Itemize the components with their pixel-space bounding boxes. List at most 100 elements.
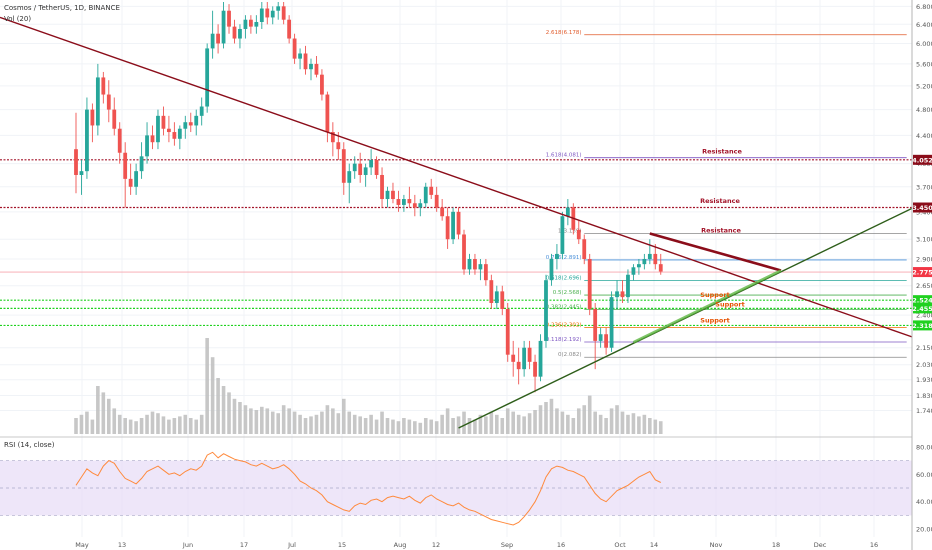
candle-body [516, 361, 521, 370]
candle-body [216, 33, 220, 44]
volume-bar [516, 414, 521, 434]
volume-bar [183, 414, 188, 434]
candle-body [117, 128, 122, 153]
time-tick-label: 14 [650, 541, 658, 549]
candle-body [85, 109, 89, 172]
volume-bar [238, 402, 242, 434]
time-tick-label: Jun [182, 541, 193, 549]
candle-body [440, 207, 445, 217]
price-tick-label: 1.830 [916, 392, 932, 400]
volume-bar [270, 411, 275, 434]
candle-body [418, 203, 423, 208]
fib-level-label: 1.618(4.081) [546, 153, 582, 159]
price-tag-label: 2.775 [912, 269, 932, 277]
price-tick-label: 3.100 [916, 236, 932, 244]
volume-bar [593, 411, 597, 434]
candle-body [565, 207, 570, 217]
candle-body [298, 53, 302, 59]
candle-body [90, 109, 95, 126]
fib-level-label: 0.236(2.302) [546, 322, 582, 328]
volume-bar [505, 408, 510, 434]
support-label: Support [715, 301, 744, 309]
candle-body [352, 163, 357, 172]
volume-bar [188, 418, 193, 434]
volume-bar [445, 408, 450, 434]
volume-bar [331, 408, 335, 434]
volume-bar [391, 419, 395, 434]
rsi-axis: 80.00 60.00 40.00 20.00 [916, 443, 932, 533]
candle-body [128, 178, 133, 187]
candle-body [139, 156, 144, 172]
volume-bar [74, 418, 78, 434]
volume-bar [145, 414, 149, 434]
volume-bar [194, 419, 199, 434]
descending-trendline-highlight [649, 232, 782, 272]
candle-body [259, 8, 264, 22]
volume-bar [79, 414, 84, 434]
candle-body [456, 211, 461, 235]
price-tag-bg [913, 202, 932, 213]
candle-body [604, 334, 609, 348]
candle-body [172, 132, 177, 139]
volume-bar [609, 408, 614, 434]
candle-body [483, 264, 488, 281]
candle-body [402, 199, 406, 205]
price-tag-bg [913, 295, 932, 306]
candle-body [538, 340, 543, 377]
rsi-tick-label: 80.00 [916, 443, 932, 451]
volume-bar [478, 414, 483, 434]
time-tick-label: Oct [614, 541, 626, 549]
candle-body [95, 77, 100, 126]
volume-bar [626, 414, 630, 434]
volume-bar [199, 414, 204, 434]
volume-bar [489, 411, 494, 434]
rsi-tick-label: 40.00 [916, 498, 932, 506]
price-tick-label: 2.400 [916, 312, 932, 320]
volume-bar [587, 395, 592, 434]
candle-body [221, 10, 226, 44]
volume-bar [90, 419, 95, 434]
time-tick-label: 18 [772, 541, 780, 549]
support-label: Support [700, 291, 729, 299]
volume-bar [538, 405, 543, 434]
time-tick-label: May [75, 541, 89, 549]
volume-bar [276, 413, 281, 434]
volume-bar [555, 408, 559, 434]
price-tag-bg [913, 303, 932, 314]
volume-bar [549, 398, 554, 434]
volume-bar [615, 405, 619, 434]
candle-body [642, 258, 647, 265]
volume-bar [560, 411, 565, 434]
volume-bar [385, 418, 390, 434]
candle-body [576, 229, 581, 240]
volume-bar [161, 416, 166, 434]
time-tick-label: 15 [338, 541, 346, 549]
candle-body [287, 19, 292, 39]
candle-body [489, 280, 494, 304]
annotations: Resistance Resistance Resistance Support Sup… [700, 147, 745, 324]
candle-body [505, 308, 510, 355]
candle-body [134, 171, 139, 187]
volume-bar [467, 418, 472, 434]
candle-body [380, 174, 384, 200]
candle-body [330, 132, 335, 143]
candle-body [177, 128, 182, 139]
candle-body [467, 258, 472, 270]
candle-body [385, 190, 390, 200]
candle-body [500, 291, 505, 309]
candle-body [582, 239, 587, 259]
price-tick-label: 2.150 [916, 344, 932, 352]
fib-level-label: 2.618(6.178) [546, 30, 582, 36]
candle-body [560, 216, 565, 254]
price-tick-label: 1.740 [916, 407, 932, 415]
price-tag-label: 2.455 [912, 305, 932, 313]
volume-bar [429, 419, 434, 434]
rsi-line [75, 451, 662, 526]
fib-level-label: 0.118(2.192) [546, 337, 582, 343]
candle-body [369, 159, 374, 168]
candle-body [238, 28, 242, 39]
symbol-title: Cosmos / TetherUS, 1D, BINANCE [4, 4, 120, 12]
price-tick-label: 1.930 [916, 376, 932, 384]
candle-body [631, 267, 636, 275]
